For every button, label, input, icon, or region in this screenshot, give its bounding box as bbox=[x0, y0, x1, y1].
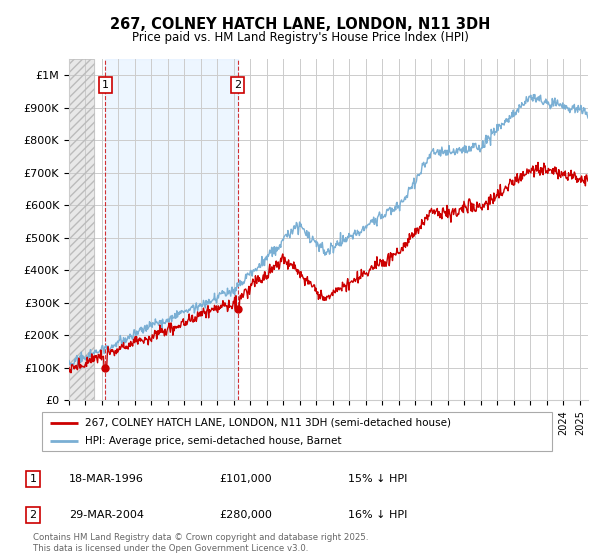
Bar bbox=[106, 59, 238, 400]
Text: Price paid vs. HM Land Registry's House Price Index (HPI): Price paid vs. HM Land Registry's House … bbox=[131, 31, 469, 44]
Text: £280,000: £280,000 bbox=[219, 510, 272, 520]
Text: 2: 2 bbox=[234, 80, 241, 90]
Text: £101,000: £101,000 bbox=[219, 474, 272, 484]
Text: 1: 1 bbox=[29, 474, 37, 484]
Bar bbox=[69, 59, 94, 400]
Text: 2: 2 bbox=[29, 510, 37, 520]
Text: Contains HM Land Registry data © Crown copyright and database right 2025.
This d: Contains HM Land Registry data © Crown c… bbox=[33, 533, 368, 553]
Bar bbox=[69, 59, 94, 400]
Text: 267, COLNEY HATCH LANE, LONDON, N11 3DH (semi-detached house): 267, COLNEY HATCH LANE, LONDON, N11 3DH … bbox=[85, 418, 451, 428]
Text: 18-MAR-1996: 18-MAR-1996 bbox=[69, 474, 144, 484]
Text: 15% ↓ HPI: 15% ↓ HPI bbox=[348, 474, 407, 484]
Text: HPI: Average price, semi-detached house, Barnet: HPI: Average price, semi-detached house,… bbox=[85, 436, 342, 446]
Text: 267, COLNEY HATCH LANE, LONDON, N11 3DH: 267, COLNEY HATCH LANE, LONDON, N11 3DH bbox=[110, 17, 490, 32]
Text: 29-MAR-2004: 29-MAR-2004 bbox=[69, 510, 144, 520]
Text: 1: 1 bbox=[102, 80, 109, 90]
Text: 16% ↓ HPI: 16% ↓ HPI bbox=[348, 510, 407, 520]
